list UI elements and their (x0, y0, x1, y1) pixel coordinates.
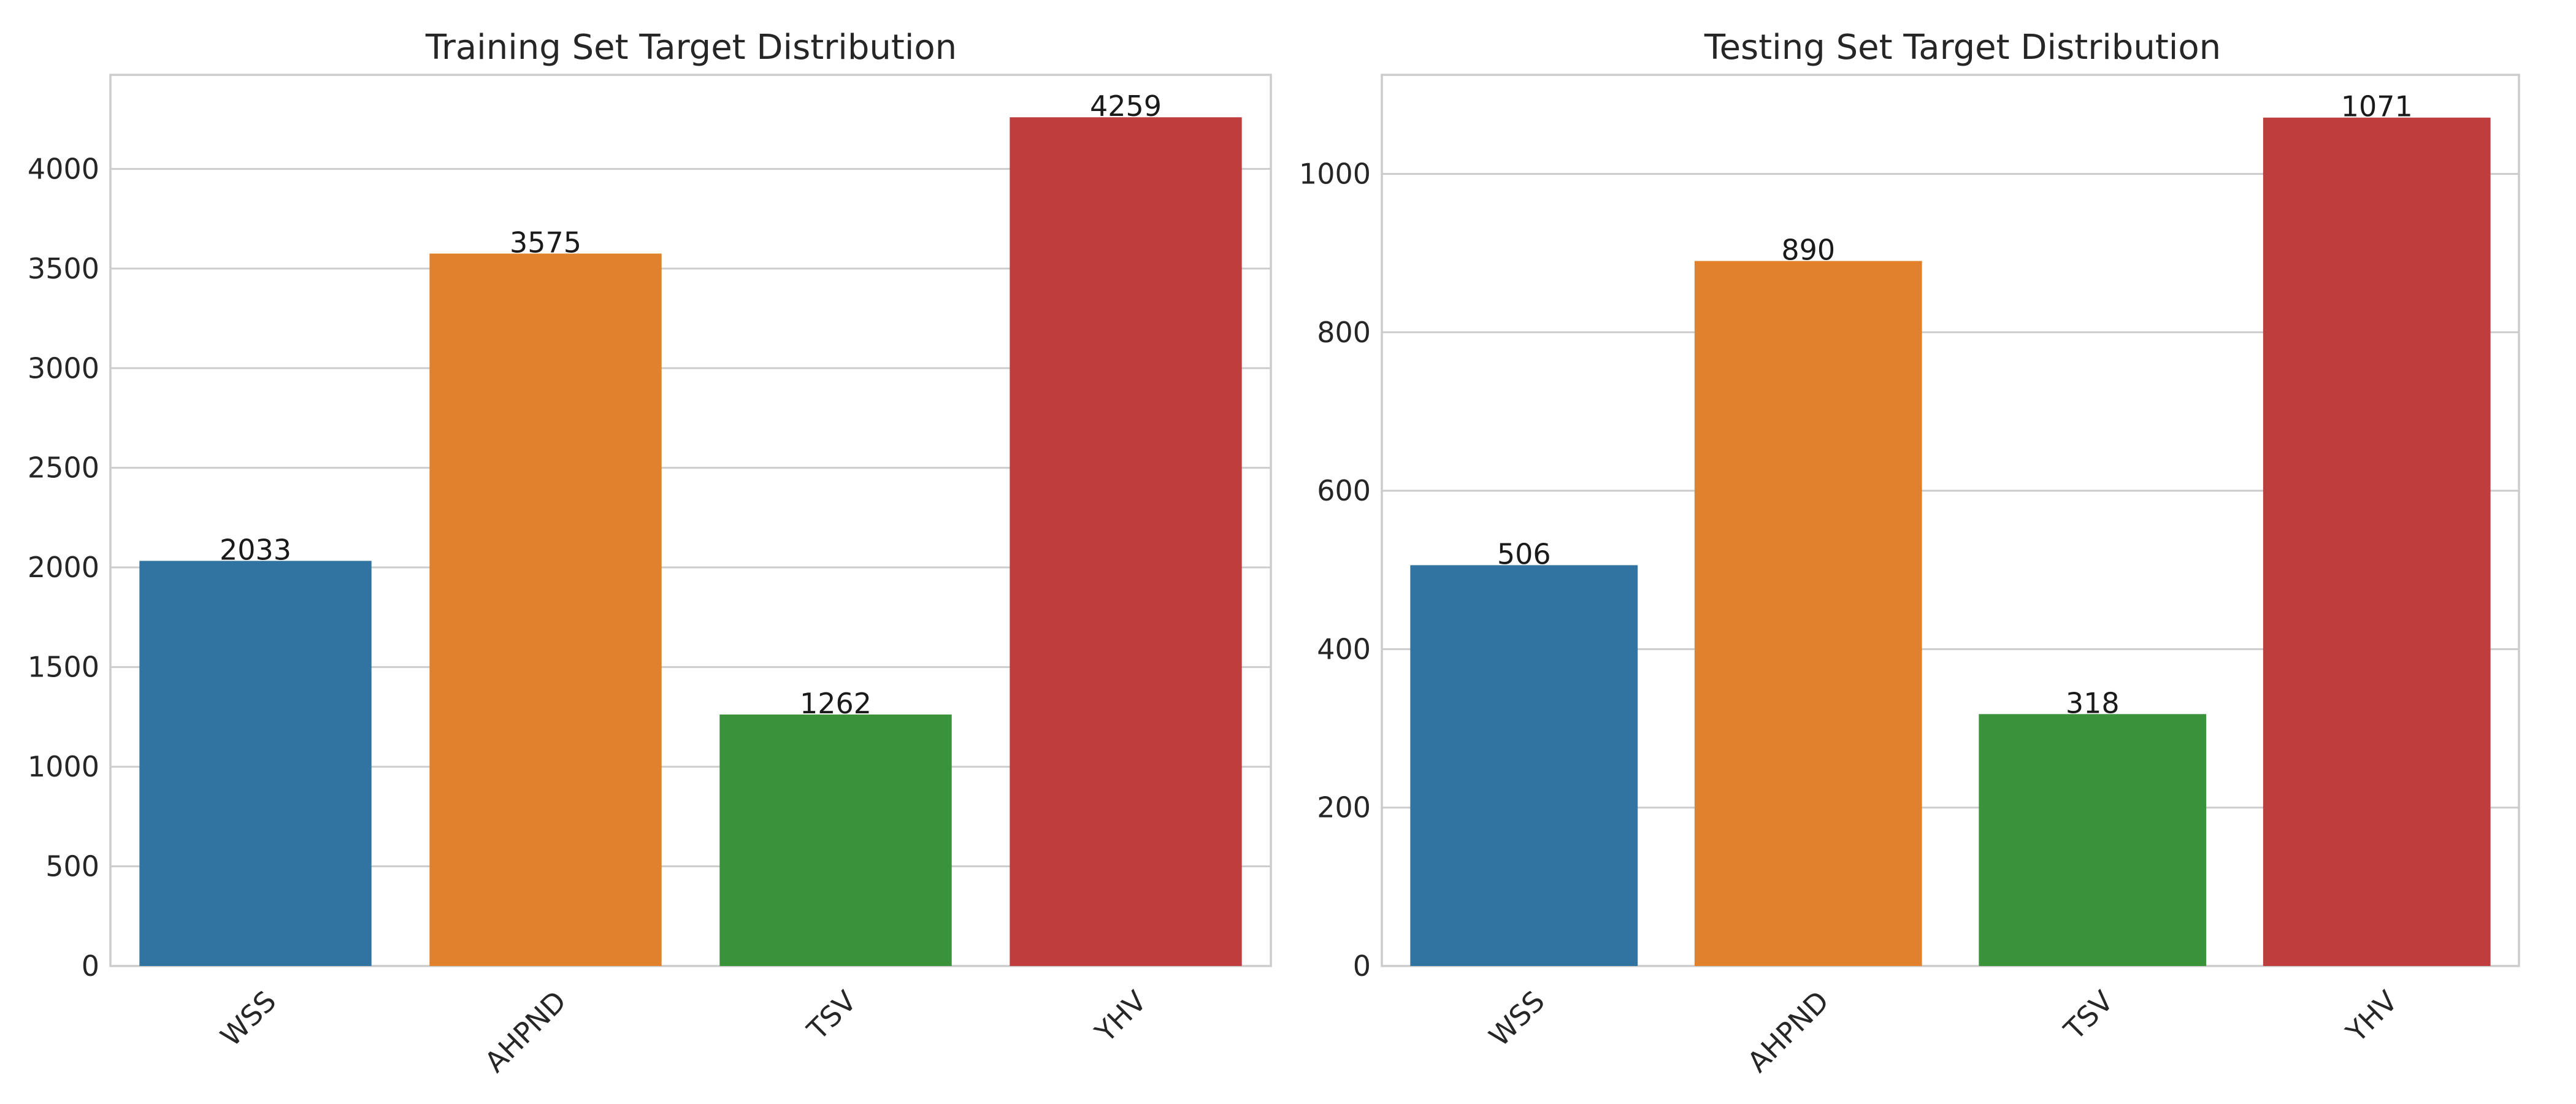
chart-title: Training Set Target Distribution (425, 28, 957, 67)
training-chart: Training Set Target Distribution 0 500 100… (28, 28, 1272, 1079)
y-tick-label: 200 (1317, 791, 1371, 824)
bar-ahpnd (429, 253, 662, 966)
data-label: 318 (2066, 686, 2120, 719)
bar-tsv (1979, 714, 2207, 966)
y-tick-label: 0 (82, 949, 99, 983)
x-tick-label: YHV (1088, 984, 1153, 1049)
bar-yhv (1010, 117, 1242, 967)
y-tick-label: 600 (1317, 474, 1371, 507)
y-tick-label: 3000 (28, 351, 99, 385)
data-label: 1262 (800, 687, 872, 720)
plot-frame (109, 74, 1272, 967)
data-label: 1071 (2341, 90, 2413, 123)
x-tick-label: WSS (1482, 984, 1551, 1053)
x-tick-label: AHPND (1741, 984, 1835, 1079)
y-tick-label: 2500 (28, 451, 99, 485)
x-tick-label: WSS (214, 984, 283, 1053)
y-tick-label: 2000 (28, 551, 99, 584)
bar-wss (139, 561, 372, 966)
data-label: 3575 (510, 226, 581, 259)
bar-wss (1410, 565, 1638, 966)
data-label: 2033 (220, 533, 291, 566)
bar-yhv (2263, 117, 2491, 966)
y-tick-label: 400 (1317, 632, 1371, 665)
y-tick-label: 1500 (28, 651, 99, 684)
chart-title: Testing Set Target Distribution (1704, 28, 2221, 67)
y-tick-label: 1000 (1299, 157, 1371, 190)
y-tick-label: 3500 (28, 252, 99, 285)
y-tick-label: 1000 (28, 750, 99, 783)
data-label: 506 (1497, 537, 1551, 570)
y-tick-label: 0 (1353, 949, 1371, 983)
y-tick-label: 500 (45, 850, 99, 883)
bar-tsv (719, 714, 952, 966)
plot-frame (1381, 74, 2520, 967)
x-tick-label: TSV (800, 984, 863, 1047)
x-tick-label: AHPND (478, 984, 573, 1079)
y-tick-label: 800 (1317, 316, 1371, 349)
data-label: 4259 (1090, 90, 1162, 123)
y-tick-label: 4000 (28, 152, 99, 185)
bar-ahpnd (1694, 261, 1922, 966)
x-tick-label: YHV (2339, 984, 2404, 1049)
x-tick-label: TSV (2057, 984, 2120, 1047)
data-label: 890 (1781, 234, 1835, 267)
testing-chart: Testing Set Target Distribution 0 200 400 6… (1299, 28, 2520, 1079)
